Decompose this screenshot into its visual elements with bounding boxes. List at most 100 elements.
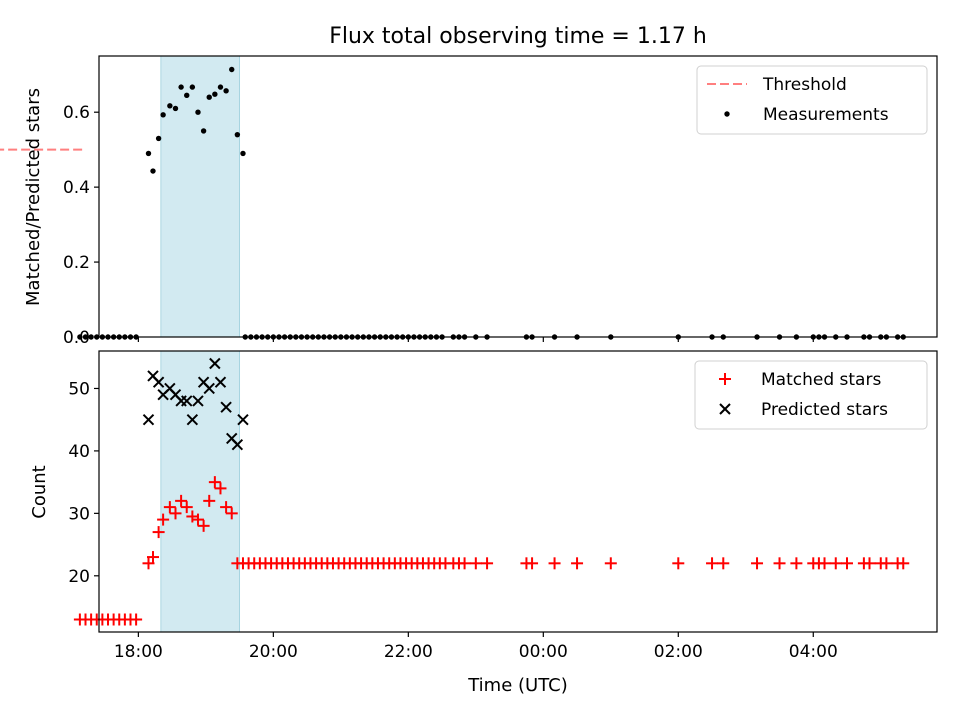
matched-star-point <box>157 513 170 526</box>
predicted-star-point <box>192 395 204 407</box>
x-b <box>214 376 227 388</box>
predicted-star-point <box>203 382 215 395</box>
matched-star-point <box>829 557 842 570</box>
matched-star-point <box>897 557 910 570</box>
matched-star-point <box>706 557 719 570</box>
predicted-star-point <box>231 438 244 451</box>
y-tick-label: 0.2 <box>63 253 90 273</box>
data-point <box>212 91 218 97</box>
y-tick-label: 0.4 <box>63 178 90 198</box>
x-b <box>231 438 244 451</box>
x-b <box>209 357 221 370</box>
data-point <box>150 168 156 174</box>
matched-star-point <box>790 557 803 570</box>
matched-star-point <box>751 557 764 570</box>
data-point <box>77 334 83 340</box>
data-point <box>167 103 173 109</box>
y-tick-label: 0.6 <box>63 103 90 123</box>
bottom-y-axis-label: Count <box>29 465 50 518</box>
x-b <box>186 413 199 426</box>
data-point <box>200 128 207 134</box>
x-b <box>147 370 159 382</box>
matched-star-point <box>191 513 204 526</box>
x-b <box>192 395 204 407</box>
data-point <box>229 66 235 73</box>
data-point <box>189 84 196 90</box>
data-point <box>145 150 152 157</box>
y-tick-label: 0.0 <box>63 328 90 348</box>
y-tick-label: 20 <box>68 567 90 587</box>
x-axis-label: Time (UTC) <box>467 675 568 696</box>
matched-star-point <box>469 557 482 570</box>
predicted-star-point <box>214 376 227 388</box>
legend-label: Matched stars <box>761 370 881 390</box>
x-tick-label: 18:00 <box>114 642 163 662</box>
x-b <box>164 382 176 395</box>
x-tick-label: 22:00 <box>384 642 433 662</box>
data-point <box>240 150 246 157</box>
bottom-panel: 20 30 40 50 18:00 20:00 22:00 00:00 02:00 04:00 Ma… <box>68 350 938 662</box>
matched-star-point <box>225 507 238 520</box>
y-tick-label: 40 <box>68 442 90 462</box>
matched-star-point <box>773 557 786 570</box>
predicted-star-point <box>152 376 165 388</box>
matched-star-point <box>220 501 233 514</box>
matched-star-point <box>458 557 471 570</box>
data-point <box>206 94 212 100</box>
matched-star-point <box>571 557 584 570</box>
x-tick-label: 02:00 <box>654 642 703 662</box>
legend-box <box>696 65 928 135</box>
shaded-region <box>160 55 241 338</box>
data-point <box>184 92 190 99</box>
matched-star-point <box>548 557 561 570</box>
predicted-star-point <box>181 395 193 407</box>
x-b <box>169 389 182 401</box>
matched-star-point <box>604 557 617 570</box>
legend-predicted-swatch-b <box>719 403 731 415</box>
matched-star-point <box>169 507 182 520</box>
x-tick-label: 20:00 <box>249 642 298 662</box>
legend-box <box>694 360 928 430</box>
matched-star-point <box>146 551 159 564</box>
legend-label: Predicted stars <box>761 400 888 420</box>
data-point <box>82 334 89 340</box>
predicted-star-point <box>220 401 232 413</box>
matched-star-point <box>717 557 730 570</box>
plot-frame <box>98 350 938 633</box>
x-b <box>181 395 193 407</box>
y-tick-label: 30 <box>68 504 90 524</box>
matched-star-point <box>142 557 155 570</box>
x-b <box>142 413 155 426</box>
x-b <box>203 382 215 395</box>
legend-label: Threshold <box>762 75 847 95</box>
data-point <box>160 112 166 118</box>
matched-star-point <box>863 557 876 570</box>
x-b <box>237 413 249 426</box>
matched-star-point <box>152 526 165 539</box>
data-point <box>234 131 241 138</box>
x-b <box>152 376 165 388</box>
x-tick-label: 00:00 <box>519 642 568 662</box>
data-point <box>88 334 94 340</box>
chart-title: Flux total observing time = 1.17 h <box>329 24 707 49</box>
matched-star-point <box>163 501 176 514</box>
matched-star-point <box>180 501 193 514</box>
data-point <box>178 84 184 90</box>
data-point <box>223 88 229 94</box>
top-y-axis-label: Matched/Predicted stars <box>23 88 44 306</box>
matched-star-point <box>175 494 188 507</box>
predicted-star-point <box>209 357 221 370</box>
x-b <box>197 376 210 388</box>
legend-label: Measurements <box>763 105 889 125</box>
matched-star-point <box>214 482 227 495</box>
x-tick-label: 04:00 <box>789 642 838 662</box>
y-tick-label: 50 <box>68 379 90 399</box>
matched-star-point <box>203 494 216 507</box>
data-point <box>155 135 162 142</box>
matched-star-point <box>841 557 854 570</box>
legend-measurements-swatch <box>724 111 730 117</box>
x-b <box>220 401 232 413</box>
top-panel: 0.0 0.2 0.4 0.6 Threshold Measurements <box>0 55 938 348</box>
matched-star-point <box>672 557 685 570</box>
